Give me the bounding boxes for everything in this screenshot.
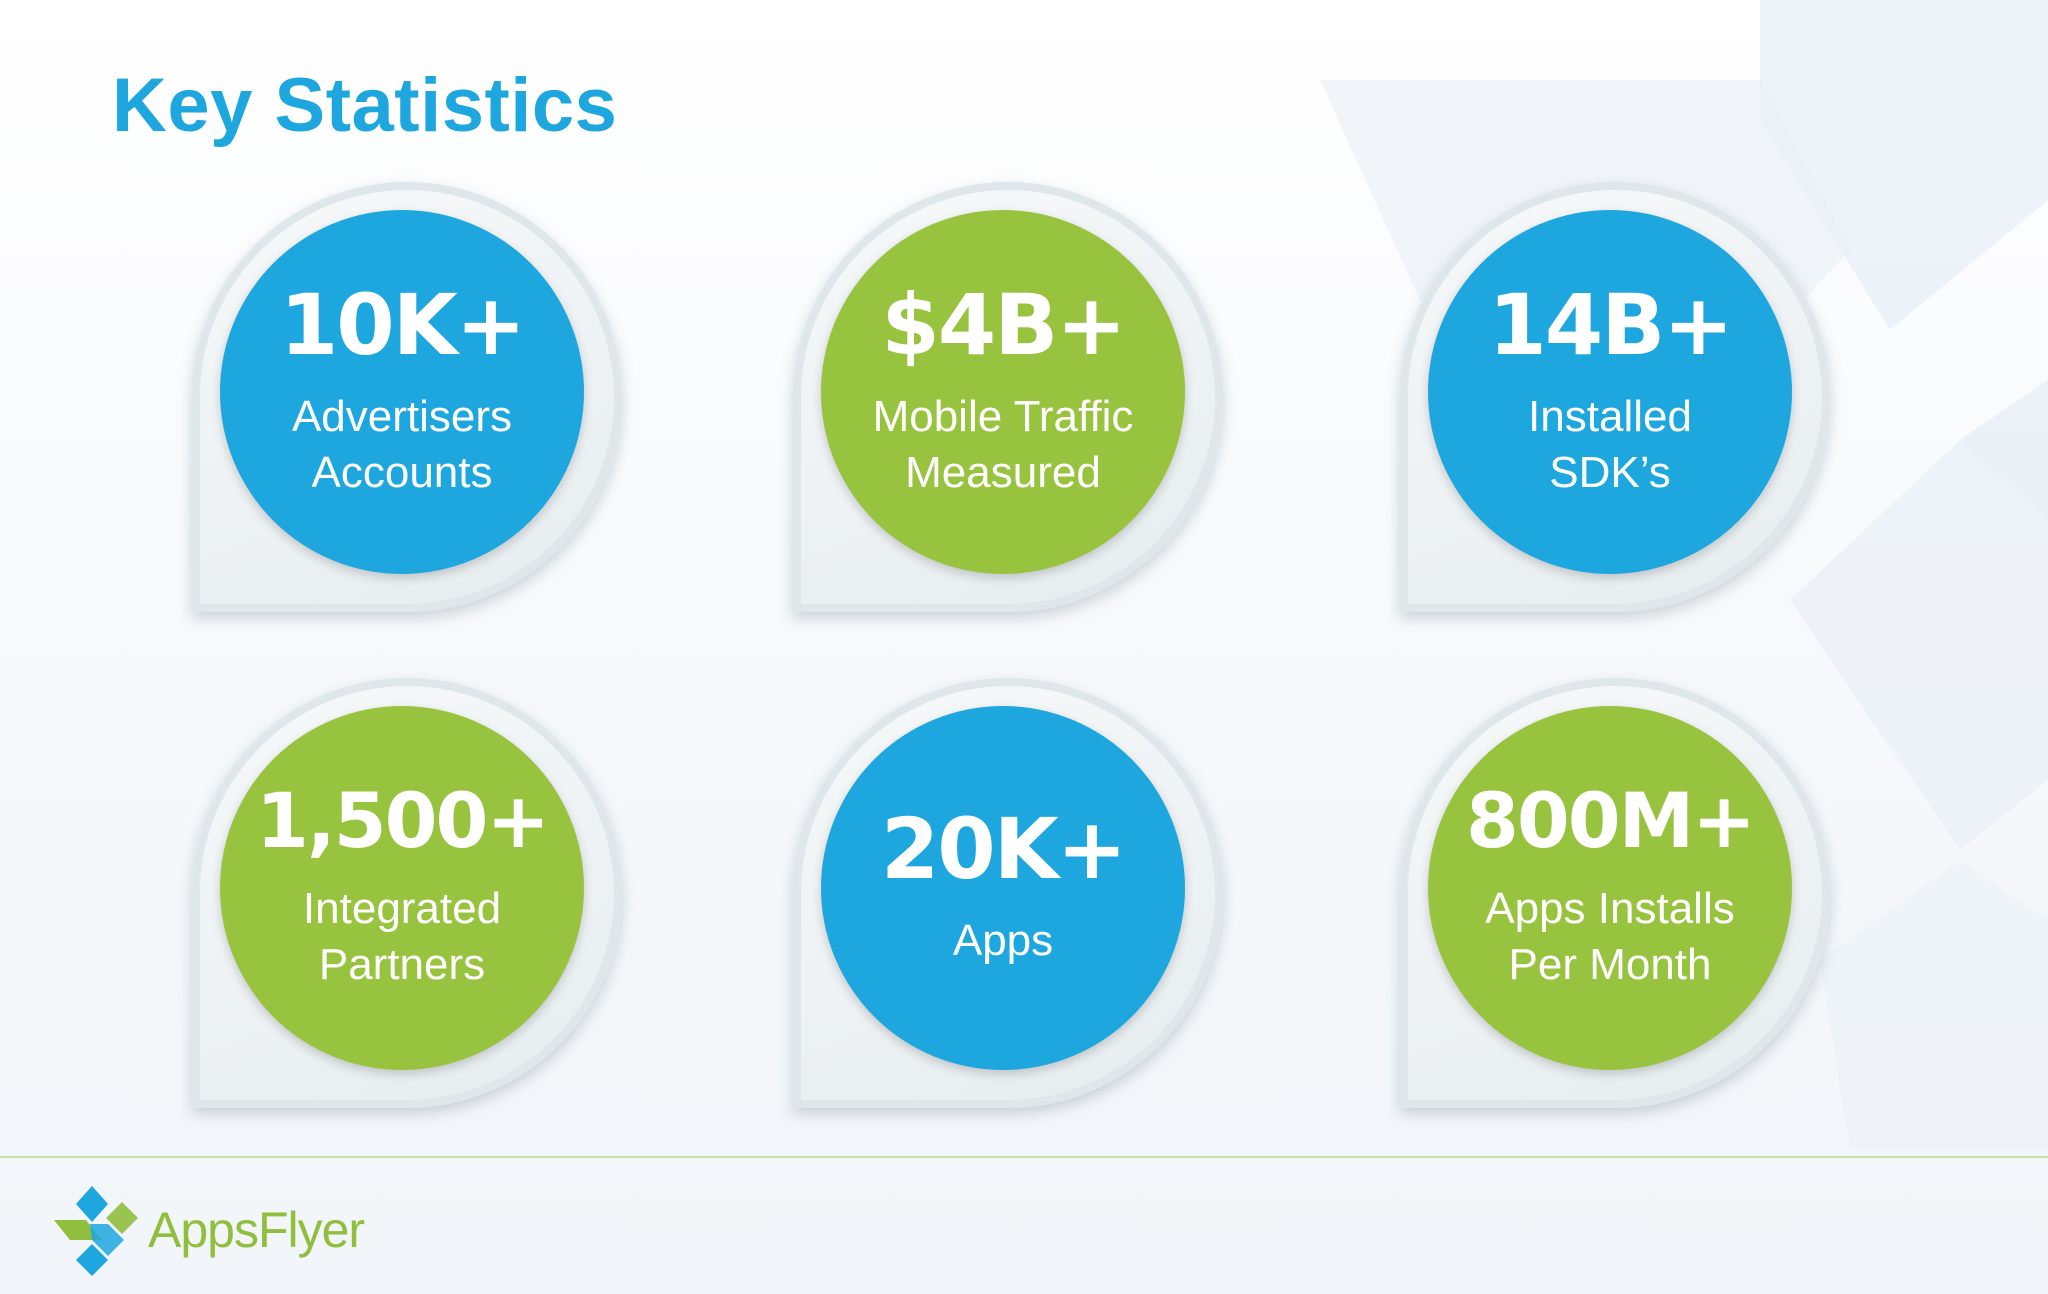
stat-value: $4B+ [881,276,1126,374]
stat-label: Installed SDK’s [1528,392,1692,497]
appsflyer-logo: AppsFlyer [52,1182,365,1278]
logo-wordmark: AppsFlyer [148,1202,365,1258]
footer-divider [0,1156,2048,1158]
stat-value: 20K+ [880,800,1127,898]
stat-label: Apps [952,916,1054,965]
stat-circle: 10K+ Advertisers Accounts [220,210,584,574]
stat-label: Mobile Traffic Measured [872,392,1134,497]
stat-value: 14B+ [1488,276,1733,374]
stat-card-apps: 20K+ Apps [793,678,1223,1108]
stat-card-app-installs: 800M+ Apps Installs Per Month [1400,678,1830,1108]
stat-card-integrated-partners: 1,500+ Integrated Partners [192,678,622,1108]
stat-circle: 1,500+ Integrated Partners [220,706,584,1070]
stat-circle: 20K+ Apps [821,706,1185,1070]
stat-value: 800M+ [1466,776,1756,865]
stat-card-advertisers: 10K+ Advertisers Accounts [192,182,622,612]
stat-circle: $4B+ Mobile Traffic Measured [821,210,1185,574]
stat-value: 1,500+ [255,776,550,865]
page-title: Key Statistics [112,63,618,148]
stat-value: 10K+ [279,276,526,374]
stat-card-mobile-traffic: $4B+ Mobile Traffic Measured [793,182,1223,612]
stat-label: Advertisers Accounts [291,392,513,497]
stat-label: Integrated Partners [302,884,502,989]
appsflyer-logo-icon [54,1186,138,1276]
stat-circle: 800M+ Apps Installs Per Month [1428,706,1792,1070]
stat-label: Apps Installs Per Month [1485,884,1735,989]
stat-circle: 14B+ Installed SDK’s [1428,210,1792,574]
stat-card-installed-sdks: 14B+ Installed SDK’s [1400,182,1830,612]
